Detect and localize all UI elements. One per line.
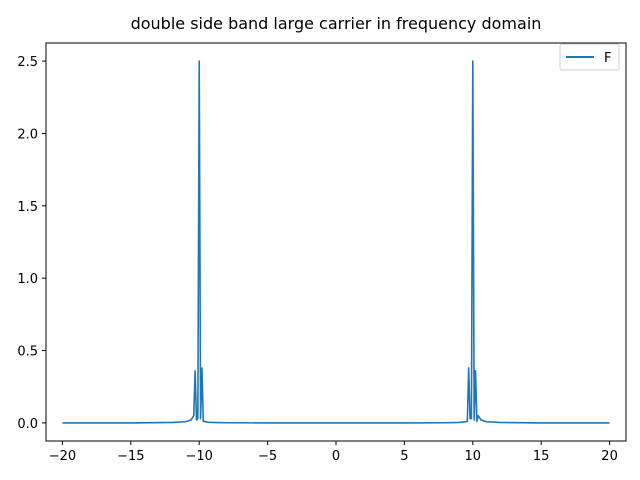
x-tick-label: 15: [533, 449, 550, 464]
y-tick-label: 1.5: [17, 200, 38, 215]
x-axis: −20 −15 −10 −5 0 5 10 15 20: [49, 441, 618, 464]
plot-area: [45, 42, 627, 442]
x-tick-label: 10: [465, 449, 482, 464]
x-tick-label: −10: [185, 449, 212, 464]
x-tick-label: −5: [258, 449, 277, 464]
y-tick-label: 2.0: [17, 127, 38, 142]
y-tick-label: 0.0: [17, 417, 38, 432]
x-tick-label: 20: [601, 449, 618, 464]
y-tick-label: 0.5: [17, 345, 38, 360]
x-tick-label: 0: [332, 449, 340, 464]
y-tick-label: 2.5: [17, 55, 38, 70]
series-line-f: [62, 60, 610, 424]
x-tick-label: −20: [49, 449, 76, 464]
series-layer: [62, 60, 610, 424]
x-tick-label: 5: [400, 449, 408, 464]
y-axis: 0.0 0.5 1.0 1.5 2.0 2.5: [17, 55, 46, 432]
x-tick-label: −15: [117, 449, 144, 464]
chart-title: double side band large carrier in freque…: [131, 14, 542, 33]
legend-label-f: F: [604, 51, 611, 66]
y-tick-label: 1.0: [17, 272, 38, 287]
legend[interactable]: F: [559, 43, 620, 71]
